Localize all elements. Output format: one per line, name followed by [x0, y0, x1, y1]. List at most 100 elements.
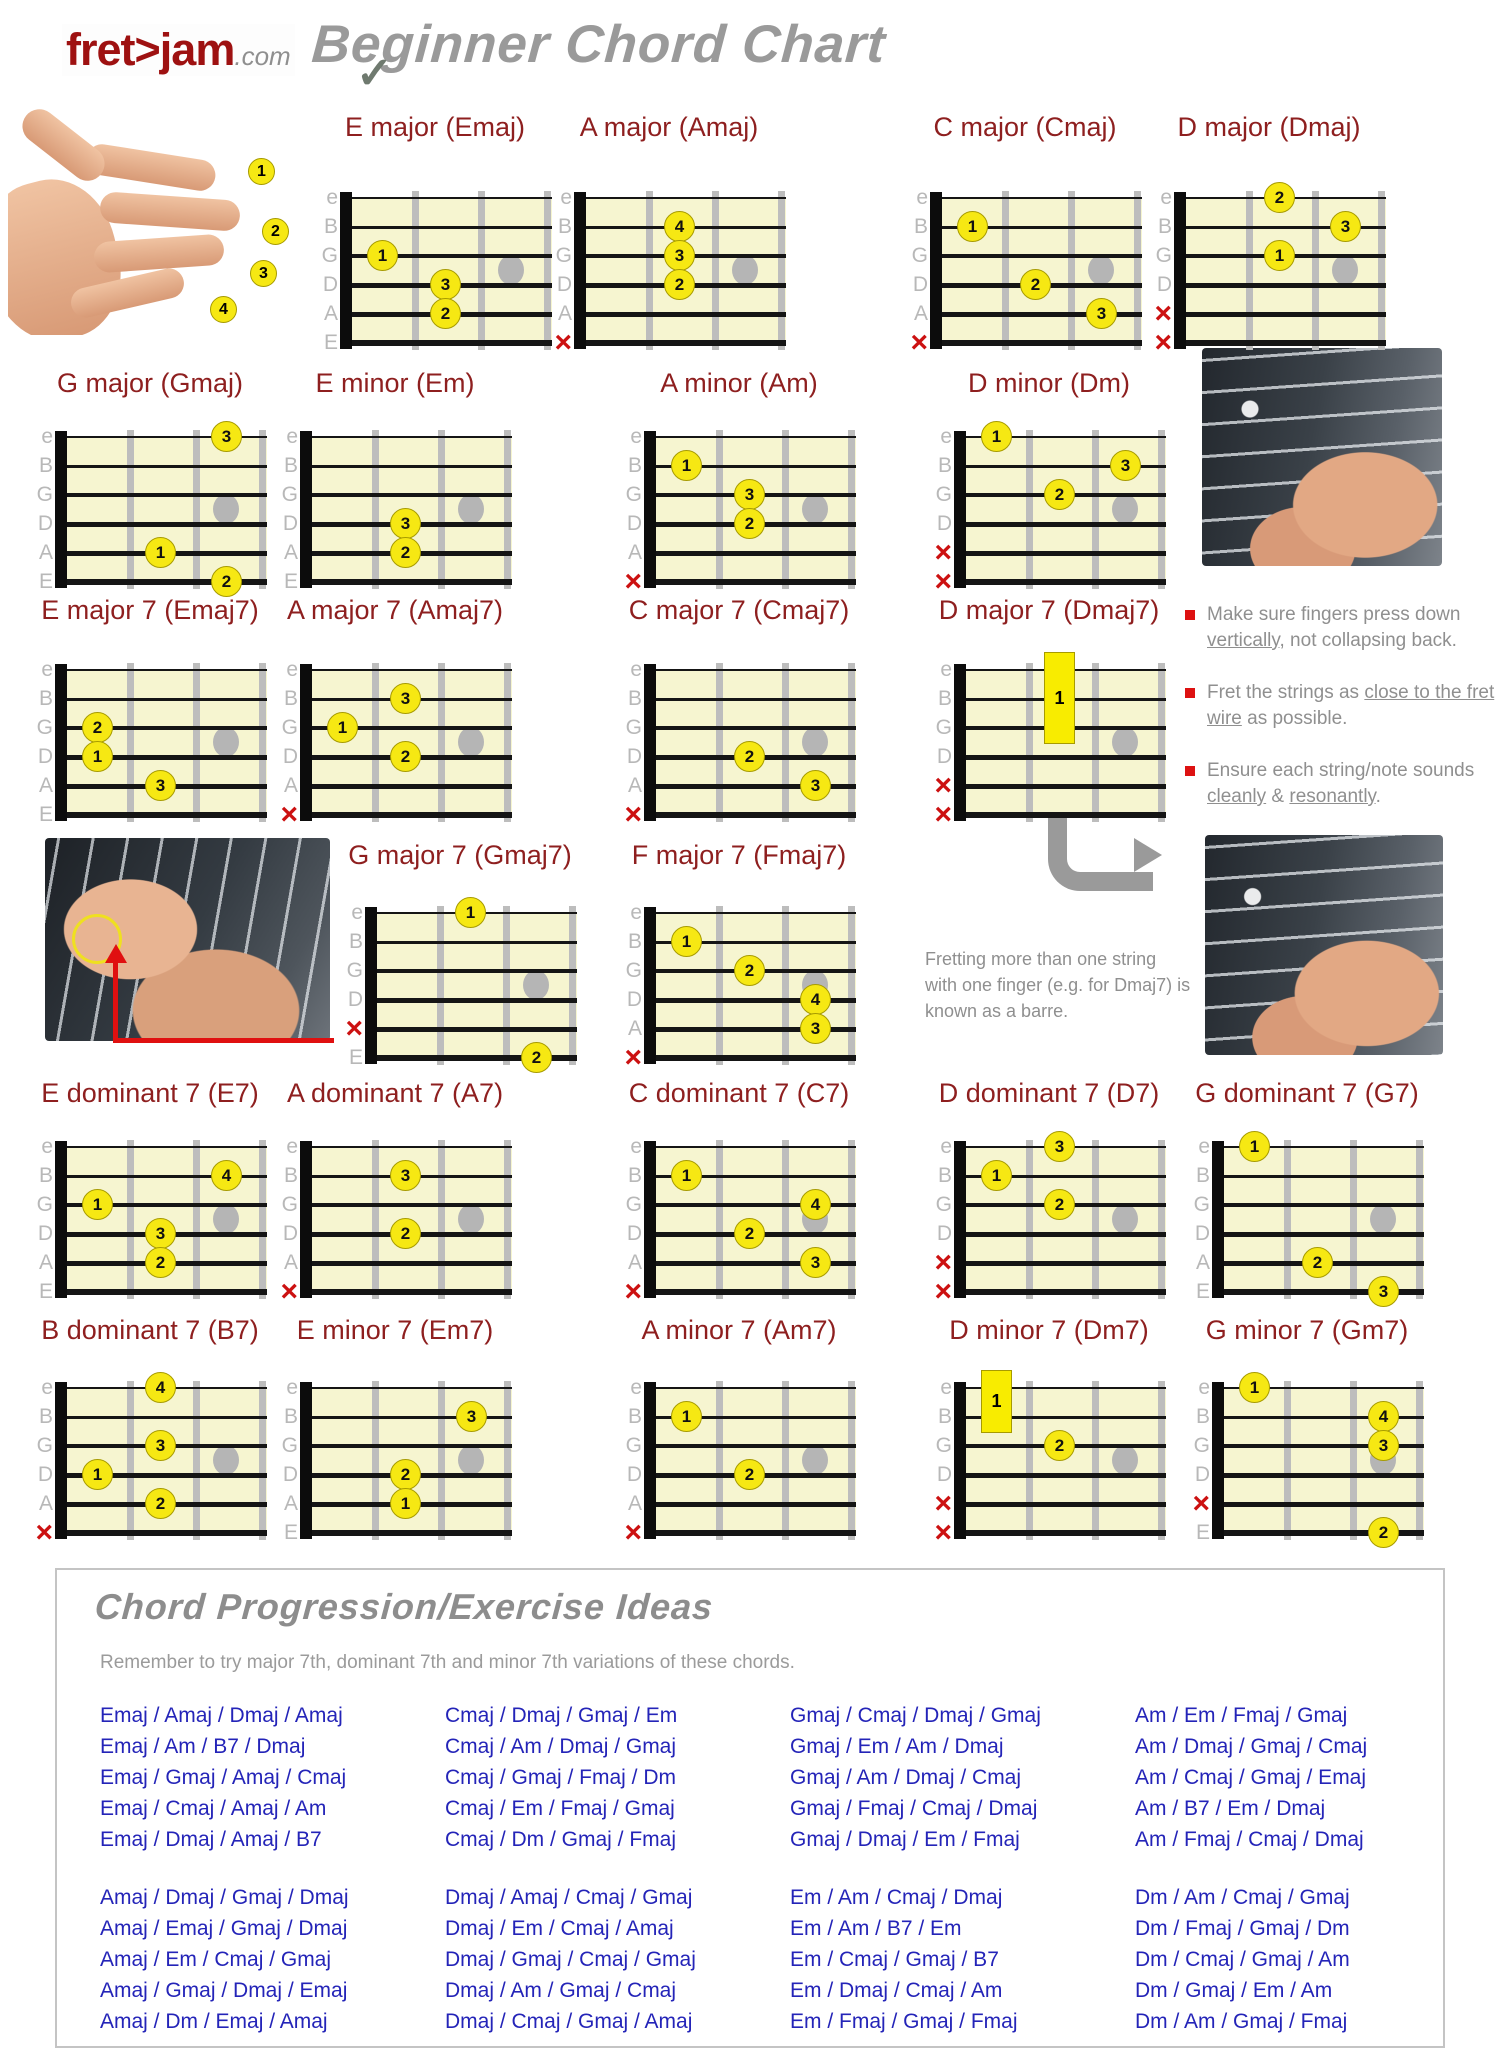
fret-marker-dot [802, 1445, 828, 1475]
nut [300, 1141, 312, 1298]
string-label: D [322, 273, 338, 296]
finger-marker: 4 [1368, 1401, 1399, 1432]
tip-item: Ensure each string/note sounds cleanly &… [1185, 758, 1497, 810]
string-line [656, 1289, 856, 1295]
chord-diagram: e B G D A × 1 2 4 3 [622, 901, 860, 1073]
string-line [656, 1416, 856, 1419]
chord-title: G minor 7 (Gm7) [1205, 1315, 1409, 1345]
fret-wire [372, 663, 379, 822]
progression-line: Cmaj / Dm / Gmaj / Fmaj [445, 1828, 677, 1851]
string-line [1224, 1416, 1424, 1419]
string-line [656, 1027, 856, 1032]
fret-wire [1092, 1140, 1099, 1299]
finger-marker: 1 [981, 1160, 1012, 1191]
string-line [67, 812, 267, 818]
string-label: e [1198, 1135, 1210, 1158]
muted-x-icon: × [624, 1275, 642, 1308]
string-label: A [913, 302, 928, 325]
fret-marker-dot [1370, 1204, 1396, 1234]
block-gap [790, 1855, 1130, 1882]
chord-title: C major (Cmaj) [933, 112, 1117, 142]
chord-diagram: e B G D A × 3 1 2 [278, 658, 516, 830]
chord-title: D minor (Dm) [968, 368, 1130, 398]
chord-title: E major 7 (Emaj7) [41, 595, 259, 625]
bullet-icon [1185, 766, 1195, 776]
finger-marker: 2 [734, 1218, 765, 1249]
tip-text: as possible. [1241, 708, 1348, 729]
chord-title: D major (Dmaj) [1177, 112, 1361, 142]
chord-title: G major (Gmaj) [56, 368, 243, 398]
finger-marker: 1 [455, 897, 486, 928]
finger-marker: 3 [1110, 450, 1141, 481]
fret-wire [1026, 1140, 1033, 1299]
string-line [67, 1203, 267, 1207]
string-label: B [38, 687, 53, 710]
fret-wire [504, 1381, 511, 1540]
progression-line: Am / Fmaj / Cmaj / Dmaj [1135, 1828, 1364, 1851]
finger-marker: 1 [1239, 1372, 1270, 1403]
progression-line: Amaj / Dmaj / Gmaj / Dmaj [100, 1886, 349, 1909]
chord-diagram: e B G D × × 2 3 1 [1152, 182, 1390, 358]
finger-marker: 2 [390, 537, 421, 568]
string-label: D [626, 988, 642, 1011]
tip-text: & [1266, 786, 1290, 807]
string-line [656, 698, 856, 701]
string-label: e [286, 1135, 298, 1158]
finger-marker: 1 [957, 211, 988, 242]
finger-marker: 3 [1044, 1131, 1075, 1162]
fret-wire [478, 191, 485, 350]
muted-x-icon: × [345, 1012, 363, 1045]
chord-title: E minor (Em) [315, 368, 475, 398]
string-line [656, 941, 856, 944]
string-line [656, 551, 856, 556]
finger-marker: 4 [211, 1160, 242, 1191]
red-arrow-horizontal [116, 1038, 334, 1043]
string-line [67, 1289, 267, 1295]
chord-diagram: e B G D A × 4 3 2 [552, 186, 790, 358]
chord-title: C dominant 7 (C7) [628, 1078, 850, 1108]
chord-title: A dominant 7 (A7) [286, 1078, 504, 1108]
chord-title: E minor 7 (Em7) [296, 1315, 494, 1345]
string-label: A [38, 774, 53, 797]
string-line [586, 312, 786, 317]
fret-marker-dot [213, 1204, 239, 1234]
finger-number-badge: 3 [250, 260, 277, 287]
finger-marker: 2 [1302, 1247, 1333, 1278]
finger-marker: 2 [734, 1459, 765, 1490]
finger-marker: 1 [671, 1401, 702, 1432]
finger-number-badge: 4 [210, 296, 237, 323]
string-line [312, 726, 512, 730]
string-label: G [911, 244, 928, 267]
fret-marker-dot [802, 727, 828, 757]
fret-wire [1026, 1381, 1033, 1540]
string-line [656, 1261, 856, 1266]
string-line [1186, 283, 1386, 288]
string-line [966, 1175, 1166, 1178]
string-label: E [38, 570, 53, 593]
tip-text: resonantly [1289, 786, 1376, 807]
finger-marker: 2 [145, 1247, 176, 1278]
string-line [67, 1473, 267, 1478]
progression-line: Em / Dmaj / Cmaj / Am [790, 1979, 1003, 2002]
chord-title: A minor (Am) [660, 368, 818, 398]
string-label: G [625, 959, 642, 982]
string-line [656, 912, 856, 914]
fret-wire [193, 1140, 200, 1299]
string-label: B [283, 454, 298, 477]
finger-marker: 3 [1368, 1430, 1399, 1461]
string-label: e [1198, 1376, 1210, 1399]
muted-x-icon: × [934, 1516, 952, 1549]
check-icon: ✓ [356, 49, 393, 98]
string-label: G [36, 716, 53, 739]
string-label: e [1160, 186, 1172, 209]
chord-title: G dominant 7 (G7) [1195, 1078, 1419, 1108]
fret-marker-dot [802, 494, 828, 524]
string-label: D [347, 988, 363, 1011]
fret-wire [1134, 191, 1141, 350]
finger-marker: 2 [1044, 479, 1075, 510]
string-label: e [286, 1376, 298, 1399]
string-line [67, 465, 267, 468]
progression-line: Em / Fmaj / Gmaj / Fmaj [790, 2010, 1018, 2033]
